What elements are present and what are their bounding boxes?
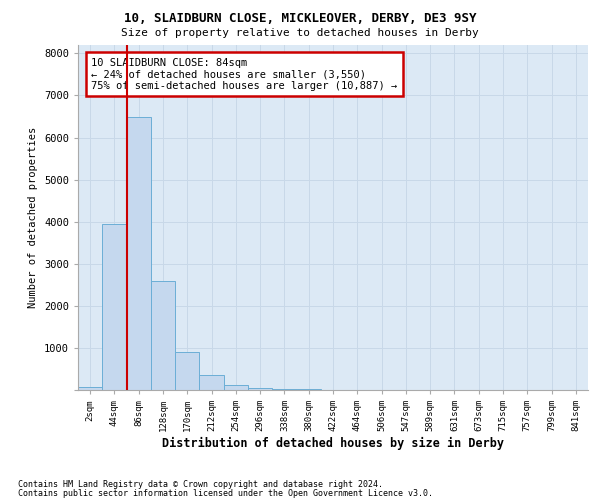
Bar — [199, 376, 224, 390]
Y-axis label: Number of detached properties: Number of detached properties — [28, 127, 38, 308]
Text: 10 SLAIDBURN CLOSE: 84sqm
← 24% of detached houses are smaller (3,550)
75% of se: 10 SLAIDBURN CLOSE: 84sqm ← 24% of detac… — [91, 58, 398, 91]
Bar — [272, 388, 296, 390]
Bar — [78, 387, 102, 390]
Bar — [151, 280, 175, 390]
Bar — [248, 388, 272, 390]
Text: Size of property relative to detached houses in Derby: Size of property relative to detached ho… — [121, 28, 479, 38]
Text: Contains public sector information licensed under the Open Government Licence v3: Contains public sector information licen… — [18, 489, 433, 498]
Bar — [127, 116, 151, 390]
Text: Contains HM Land Registry data © Crown copyright and database right 2024.: Contains HM Land Registry data © Crown c… — [18, 480, 383, 489]
Text: 10, SLAIDBURN CLOSE, MICKLEOVER, DERBY, DE3 9SY: 10, SLAIDBURN CLOSE, MICKLEOVER, DERBY, … — [124, 12, 476, 26]
Bar — [102, 224, 127, 390]
Bar — [224, 384, 248, 390]
X-axis label: Distribution of detached houses by size in Derby: Distribution of detached houses by size … — [162, 437, 504, 450]
Bar — [175, 352, 199, 390]
